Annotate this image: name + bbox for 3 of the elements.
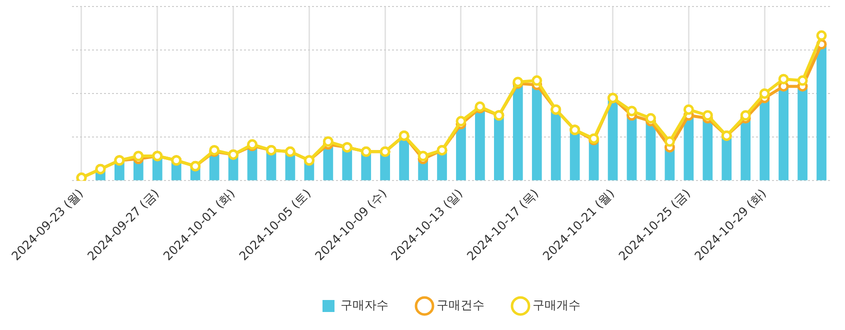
legend-label: 구매개수 — [532, 298, 580, 312]
legend-label: 구매자수 — [340, 298, 388, 312]
legend-label: 구매건수 — [436, 298, 484, 312]
